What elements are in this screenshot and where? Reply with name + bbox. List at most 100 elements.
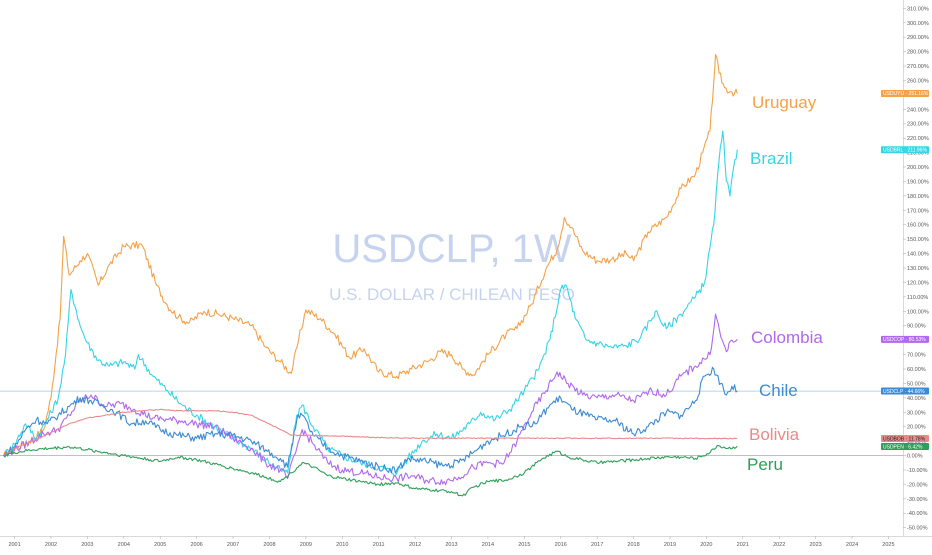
time-axis[interactable]: 2001 2002 2003 2004 2005 2006 2007 2008 2009 2010… [8,536,895,548]
x-tick-label: 2015 [518,542,530,548]
y-tick-label: 310.00% [907,6,929,12]
x-tick-label: 2018 [627,542,639,548]
y-tick-label: -10.00% [907,468,928,474]
series-label-chile: Chile [759,381,798,400]
y-tick-label: 220.00% [907,136,929,142]
y-tick-label: 100.00% [907,309,929,315]
price-tag-chile: USDCLP · 44.66% [881,387,929,395]
y-tick-label: -30.00% [907,497,928,503]
price-tag-background [881,89,929,97]
price-tag-text: USDBOB · 11.78% [883,436,926,442]
y-tick-label: 20.00% [907,425,926,431]
y-tick-label: 290.00% [907,35,929,41]
watermark-title: USDCLP, 1W [332,227,572,271]
series-line-chile [3,366,738,474]
x-tick-label: 2011 [373,542,385,548]
series-line-colombia [3,313,738,486]
x-tick-label: 2005 [154,542,166,548]
price-tag-colombia: USDCOP · 80.53% [881,335,929,343]
price-tag-uruguay: USDUYU · 251.16% [881,89,929,97]
x-tick-label: 2016 [555,542,567,548]
x-tick-label: 2002 [45,542,57,548]
series-line-uruguay [3,53,738,457]
y-tick-label: -50.00% [907,526,928,532]
price-tag-background [881,387,929,395]
x-tick-label: 2006 [190,542,202,548]
y-tick-label: -40.00% [907,511,928,517]
series-label-uruguay: Uruguay [752,93,817,112]
y-tick-label: 170.00% [907,208,929,214]
series-lines [3,53,738,497]
y-tick-label: 270.00% [907,64,929,70]
y-tick-label: 240.00% [907,107,929,113]
price-tags: USDUYU · 251.16% USDBRL · 211.96% USDCOP ·… [881,89,929,450]
y-tick-label: 70.00% [907,353,926,359]
price-tag-background [881,335,929,343]
price-tag-text: USDBRL · 211.96% [883,148,927,154]
series-label-peru: Peru [747,455,783,474]
series-label-colombia: Colombia [751,328,823,347]
y-tick-label: 130.00% [907,266,929,272]
y-tick-label: 140.00% [907,252,929,258]
y-tick-label: 40.00% [907,396,926,402]
price-tag-text: USDCOP · 80.53% [883,337,926,343]
x-tick-label: 2007 [227,542,239,548]
y-tick-label: 0.00% [907,454,923,460]
price-tag-text: USDCLP · 44.66% [883,389,925,395]
series-label-bolivia: Bolivia [749,425,800,444]
x-tick-label: 2008 [263,542,275,548]
x-tick-label: 2001 [8,542,20,548]
series-label-brazil: Brazil [750,149,793,168]
series-line-brazil [3,130,738,477]
series-line-bolivia [3,408,738,456]
y-tick-label: 50.00% [907,381,926,387]
y-tick-label: 90.00% [907,324,926,330]
x-tick-label: 2017 [591,542,603,548]
x-tick-label: 2012 [409,542,421,548]
y-tick-label: 30.00% [907,410,926,416]
x-tick-label: 2014 [482,542,494,548]
x-tick-label: 2025 [882,542,894,548]
y-tick-label: 230.00% [907,122,929,128]
x-tick-label: 2013 [445,542,457,548]
x-tick-label: 2022 [773,542,785,548]
price-tag-background [881,435,929,443]
x-tick-label: 2003 [81,542,93,548]
y-tick-label: 200.00% [907,165,929,171]
price-axis[interactable]: 310.00% 300.00% 290.00% 280.00% 270.00% 260.0… [903,6,929,532]
price-tag-background [881,146,929,154]
x-tick-label: 2009 [300,542,312,548]
x-tick-label: 2019 [664,542,676,548]
x-tick-label: 2024 [846,542,858,548]
y-tick-label: 60.00% [907,367,926,373]
y-tick-label: 110.00% [907,295,928,301]
price-tag-text: USDUYU · 251.16% [883,91,929,97]
price-tag-bolivia: USDBOB · 11.78% [881,435,929,442]
x-tick-label: 2004 [118,542,130,548]
y-tick-label: 160.00% [907,223,929,229]
y-tick-label: 260.00% [907,78,929,84]
price-tag-peru: USDPEN · 6.42% [881,443,929,450]
y-tick-label: 300.00% [907,21,929,27]
price-tag-text: USDPEN · 6.42% [883,444,923,450]
series-labels: Uruguay Brazil Colombia Chile Bolivia Peru [747,93,823,474]
price-tag-background [881,443,929,451]
y-tick-label: 190.00% [907,179,929,185]
y-tick-label: -20.00% [907,482,928,488]
y-tick-label: 180.00% [907,194,929,200]
x-tick-label: 2023 [809,542,821,548]
x-tick-label: 2021 [737,542,749,548]
x-tick-label: 2010 [336,542,348,548]
series-line-peru [3,444,738,497]
reference-lines [0,390,903,456]
y-tick-label: 280.00% [907,50,929,56]
y-tick-label: 120.00% [907,280,929,286]
y-tick-label: 210.00% [907,151,929,157]
x-tick-label: 2020 [700,542,712,548]
price-tag-brazil: USDBRL · 211.96% [881,146,929,154]
watermark-subtitle: U.S. DOLLAR / CHILEAN PESO [329,285,575,304]
y-tick-label: 150.00% [907,237,929,243]
y-tick-label: 10.00% [907,439,926,445]
